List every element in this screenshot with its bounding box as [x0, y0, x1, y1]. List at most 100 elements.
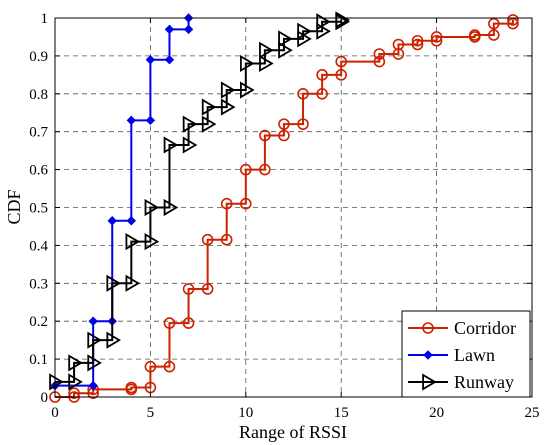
legend-item-runway: Runway [408, 372, 514, 392]
series-runway [49, 11, 350, 391]
data-point [316, 69, 328, 81]
data-point [316, 88, 328, 100]
data-point [87, 331, 102, 349]
data-point [278, 30, 293, 48]
y-tick-label: 0.4 [29, 238, 48, 254]
legend-marker [422, 373, 437, 391]
data-point [49, 373, 64, 391]
x-tick-label: 25 [525, 405, 540, 421]
data-point [488, 29, 500, 41]
y-tick-label: 0.8 [29, 87, 48, 103]
legend-marker [423, 350, 433, 360]
data-point [183, 24, 194, 35]
data-point [373, 55, 386, 68]
series-line [55, 19, 514, 398]
data-point [335, 69, 348, 81]
data-point [201, 283, 214, 295]
y-tick-label: 0.6 [29, 163, 48, 179]
x-axis-label: Range of RSSI [239, 422, 347, 442]
x-tick-label: 0 [51, 405, 59, 421]
data-point [164, 24, 175, 35]
data-point [278, 129, 290, 142]
data-point [125, 381, 138, 394]
data-point [259, 129, 271, 142]
data-point [87, 354, 102, 372]
data-point [297, 118, 309, 130]
data-point [68, 373, 83, 391]
data-point [240, 163, 252, 176]
data-point [145, 115, 156, 126]
legend: Corridor Lawn Runway [401, 310, 531, 398]
data-point [182, 283, 195, 295]
data-point [107, 216, 117, 226]
data-point [278, 41, 293, 59]
data-point [488, 17, 500, 30]
data-point [68, 387, 80, 400]
data-point [163, 317, 176, 329]
data-point [144, 360, 157, 373]
data-point [297, 22, 312, 40]
data-point [201, 115, 217, 133]
data-point [144, 198, 160, 217]
x-tick-label: 15 [334, 405, 349, 421]
data-point [125, 233, 141, 251]
legend-item-corridor: Corridor [408, 318, 516, 338]
x-tick-label: 20 [429, 405, 444, 421]
legend-marker [422, 322, 434, 334]
y-tick-label: 0 [41, 390, 49, 406]
data-point [220, 98, 236, 116]
data-point [163, 136, 179, 154]
legend-label: Corridor [454, 318, 516, 338]
data-point [278, 118, 290, 130]
y-tick-label: 0.1 [29, 352, 48, 368]
axis-ticks: 0 5 10 15 20 25 0 0.1 0.2 0.3 0.4 0.5 0.6 0.7 0.8 0.9 1 [29, 11, 539, 421]
legend-item-lawn: Lawn [408, 345, 495, 365]
data-point [411, 34, 424, 47]
data-point [507, 17, 519, 30]
data-point [297, 88, 309, 100]
data-point [335, 11, 350, 29]
y-tick-label: 0.2 [29, 314, 48, 330]
data-point [259, 163, 271, 176]
y-tick-label: 0.9 [29, 49, 48, 65]
data-point [392, 38, 405, 51]
data-point [201, 233, 214, 246]
y-tick-label: 0.5 [29, 201, 48, 217]
data-point [125, 274, 141, 292]
x-tick-label: 5 [147, 405, 155, 421]
series-corridor [49, 14, 519, 403]
data-point [259, 41, 274, 59]
data-point [220, 233, 233, 246]
data-point [88, 380, 98, 391]
data-point [220, 197, 233, 210]
y-tick-label: 1 [41, 11, 49, 27]
data-point [335, 55, 348, 68]
data-point [144, 233, 160, 251]
data-point [182, 136, 198, 154]
data-point [259, 54, 274, 73]
data-point [145, 54, 156, 65]
data-point [126, 115, 137, 126]
data-point [430, 34, 443, 47]
data-point [106, 274, 122, 292]
data-point [239, 81, 255, 99]
data-point [507, 14, 519, 26]
series-layer [49, 11, 519, 403]
data-point [163, 198, 179, 217]
legend-label: Lawn [454, 345, 495, 365]
data-point [239, 54, 255, 73]
data-point [106, 331, 122, 349]
data-point [220, 81, 236, 99]
data-point [240, 197, 252, 210]
data-point [163, 360, 176, 373]
data-point [430, 31, 443, 43]
data-point [468, 29, 481, 41]
x-tick-label: 10 [238, 405, 253, 421]
series-line [55, 19, 343, 383]
data-point [88, 316, 98, 326]
data-point [182, 317, 195, 329]
data-point [164, 54, 175, 65]
data-point [68, 354, 83, 372]
y-tick-label: 0.7 [29, 125, 48, 141]
